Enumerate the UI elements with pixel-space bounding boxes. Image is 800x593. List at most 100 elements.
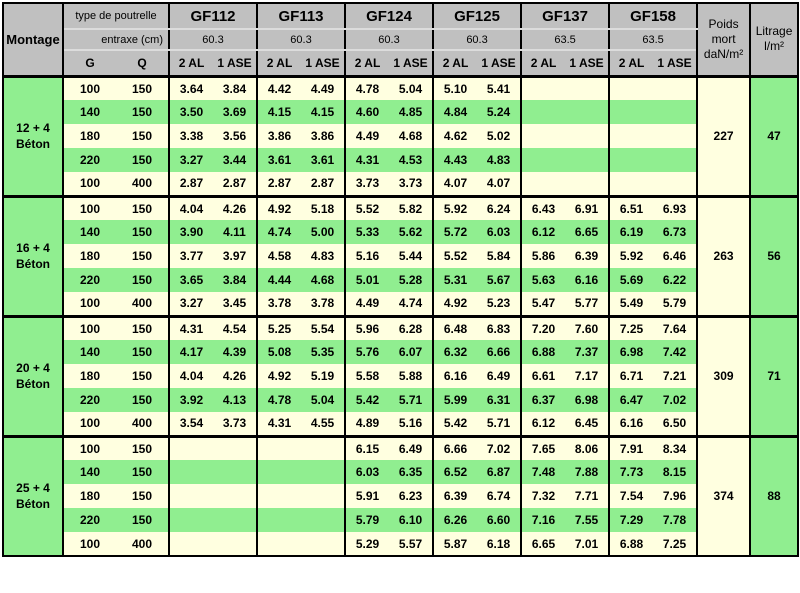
value-cell: 3.90 xyxy=(168,220,213,244)
value-cell: 7.01 xyxy=(565,532,610,556)
value-cell: 4.49 xyxy=(301,76,345,100)
value-cell: 5.28 xyxy=(389,268,434,292)
value-cell xyxy=(213,460,257,484)
poids-value-cell: 309 xyxy=(696,316,751,436)
value-cell: 6.18 xyxy=(477,532,522,556)
value-cell: 7.64 xyxy=(653,316,698,340)
data-row: 180 150 4.04 4.26 4.92 5.19 5.58 5.88 6.16 6.49 6.… xyxy=(3,364,798,388)
value-cell: 5.42 xyxy=(432,412,478,436)
g-value-cell: 180 xyxy=(63,244,116,268)
value-cell xyxy=(256,532,301,556)
value-cell: 6.60 xyxy=(477,508,522,532)
q-value-cell: 150 xyxy=(116,76,170,100)
value-cell xyxy=(565,76,610,100)
value-cell: 5.69 xyxy=(608,268,654,292)
header-row-2: entraxe (cm) 60.3 60.3 60.3 60.3 63.5 63… xyxy=(3,29,798,51)
data-row: 220 150 3.27 3.44 3.61 3.61 4.31 4.53 4.43 4.83 xyxy=(3,148,798,172)
value-cell: 5.63 xyxy=(520,268,566,292)
value-cell: 5.99 xyxy=(432,388,478,412)
value-cell xyxy=(256,508,301,532)
g-value-cell: 100 xyxy=(63,76,116,100)
value-cell: 5.72 xyxy=(432,220,478,244)
value-cell: 6.52 xyxy=(432,460,478,484)
value-cell: 4.78 xyxy=(256,388,301,412)
value-cell: 6.24 xyxy=(477,196,522,220)
value-cell: 3.77 xyxy=(168,244,213,268)
value-cell xyxy=(168,532,213,556)
value-cell: 7.60 xyxy=(565,316,610,340)
g-value-cell: 220 xyxy=(63,268,116,292)
value-cell: 7.25 xyxy=(608,316,654,340)
value-cell xyxy=(565,172,610,196)
value-cell xyxy=(653,76,698,100)
value-cell: 3.38 xyxy=(168,124,213,148)
litrage-header: Litrage l/m² xyxy=(749,3,799,76)
value-cell: 3.54 xyxy=(168,412,213,436)
litrage-value-cell: 88 xyxy=(749,436,799,556)
montage-label-line: Béton xyxy=(16,497,50,512)
value-cell: 5.18 xyxy=(301,196,345,220)
value-cell: 6.49 xyxy=(477,364,522,388)
value-cell xyxy=(301,508,345,532)
value-cell: 5.54 xyxy=(301,316,345,340)
value-cell xyxy=(565,100,610,124)
value-cell: 6.51 xyxy=(608,196,654,220)
subcol-header-2al: 2 AL xyxy=(256,50,301,76)
g-value-cell: 100 xyxy=(63,316,116,340)
q-value-cell: 400 xyxy=(116,412,170,436)
value-cell xyxy=(608,148,654,172)
value-cell: 7.48 xyxy=(520,460,566,484)
subcol-header-2al: 2 AL xyxy=(168,50,213,76)
gf-group-header: GF125 xyxy=(432,3,522,30)
value-cell xyxy=(256,436,301,460)
value-cell: 5.04 xyxy=(389,76,434,100)
data-row: 16 + 4 Béton 100 150 4.04 4.26 4.92 5.18 5.52 5.8… xyxy=(3,196,799,316)
value-cell: 4.49 xyxy=(344,124,389,148)
value-cell: 6.83 xyxy=(477,316,522,340)
value-cell: 6.16 xyxy=(432,364,478,388)
poids-value-cell: 374 xyxy=(696,436,751,556)
entraxe-value: 60.3 xyxy=(432,29,522,51)
q-value-cell: 150 xyxy=(116,508,170,532)
value-cell: 7.96 xyxy=(653,484,698,508)
value-cell: 5.19 xyxy=(301,364,345,388)
value-cell: 3.73 xyxy=(344,172,389,196)
value-cell: 4.92 xyxy=(256,196,301,220)
value-cell: 5.44 xyxy=(389,244,434,268)
value-cell xyxy=(301,436,345,460)
value-cell: 5.71 xyxy=(477,412,522,436)
data-row: 100 400 5.29 5.57 5.87 6.18 6.65 7.01 6.88 7.25 xyxy=(3,532,798,556)
value-cell: 5.57 xyxy=(389,532,434,556)
g-value-cell: 100 xyxy=(63,532,116,556)
header-row-1: Montage type de poutrelle GF112 GF113 GF… xyxy=(3,3,799,76)
value-cell xyxy=(608,76,654,100)
value-cell: 5.04 xyxy=(301,388,345,412)
montage-label-line: 12 + 4 xyxy=(16,120,50,135)
value-cell: 5.84 xyxy=(477,244,522,268)
value-cell: 7.88 xyxy=(565,460,610,484)
montage-label-line: Béton xyxy=(16,377,50,391)
value-cell: 3.61 xyxy=(256,148,301,172)
value-cell: 4.31 xyxy=(344,148,389,172)
g-header: G xyxy=(63,50,116,76)
value-cell: 5.02 xyxy=(477,124,522,148)
poids-mort-header: Poids mort daN/m² xyxy=(696,3,751,76)
value-cell: 4.83 xyxy=(301,244,345,268)
value-cell xyxy=(608,172,654,196)
value-cell: 4.84 xyxy=(432,100,478,124)
value-cell: 6.39 xyxy=(565,244,610,268)
value-cell: 3.84 xyxy=(213,268,257,292)
value-cell: 6.61 xyxy=(520,364,566,388)
montage-block: 25 + 4 Béton 100 150 6.15 6.49 6.66 7.02 7.65 8.0… xyxy=(3,436,799,556)
value-cell: 5.08 xyxy=(256,340,301,364)
value-cell: 3.78 xyxy=(301,292,345,316)
value-cell: 7.73 xyxy=(608,460,654,484)
data-row: 25 + 4 Béton 100 150 6.15 6.49 6.66 7.02 7.65 8.0… xyxy=(3,436,799,556)
value-cell: 5.35 xyxy=(301,340,345,364)
value-cell: 5.79 xyxy=(344,508,389,532)
value-cell: 4.78 xyxy=(344,76,389,100)
g-value-cell: 220 xyxy=(63,388,116,412)
value-cell: 7.42 xyxy=(653,340,698,364)
value-cell xyxy=(301,484,345,508)
g-value-cell: 100 xyxy=(63,412,116,436)
